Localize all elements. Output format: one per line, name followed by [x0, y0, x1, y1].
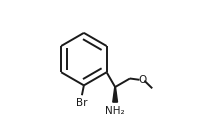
Text: Br: Br — [76, 98, 88, 108]
Text: O: O — [138, 75, 146, 85]
Polygon shape — [113, 87, 118, 102]
Text: NH₂: NH₂ — [105, 106, 125, 116]
